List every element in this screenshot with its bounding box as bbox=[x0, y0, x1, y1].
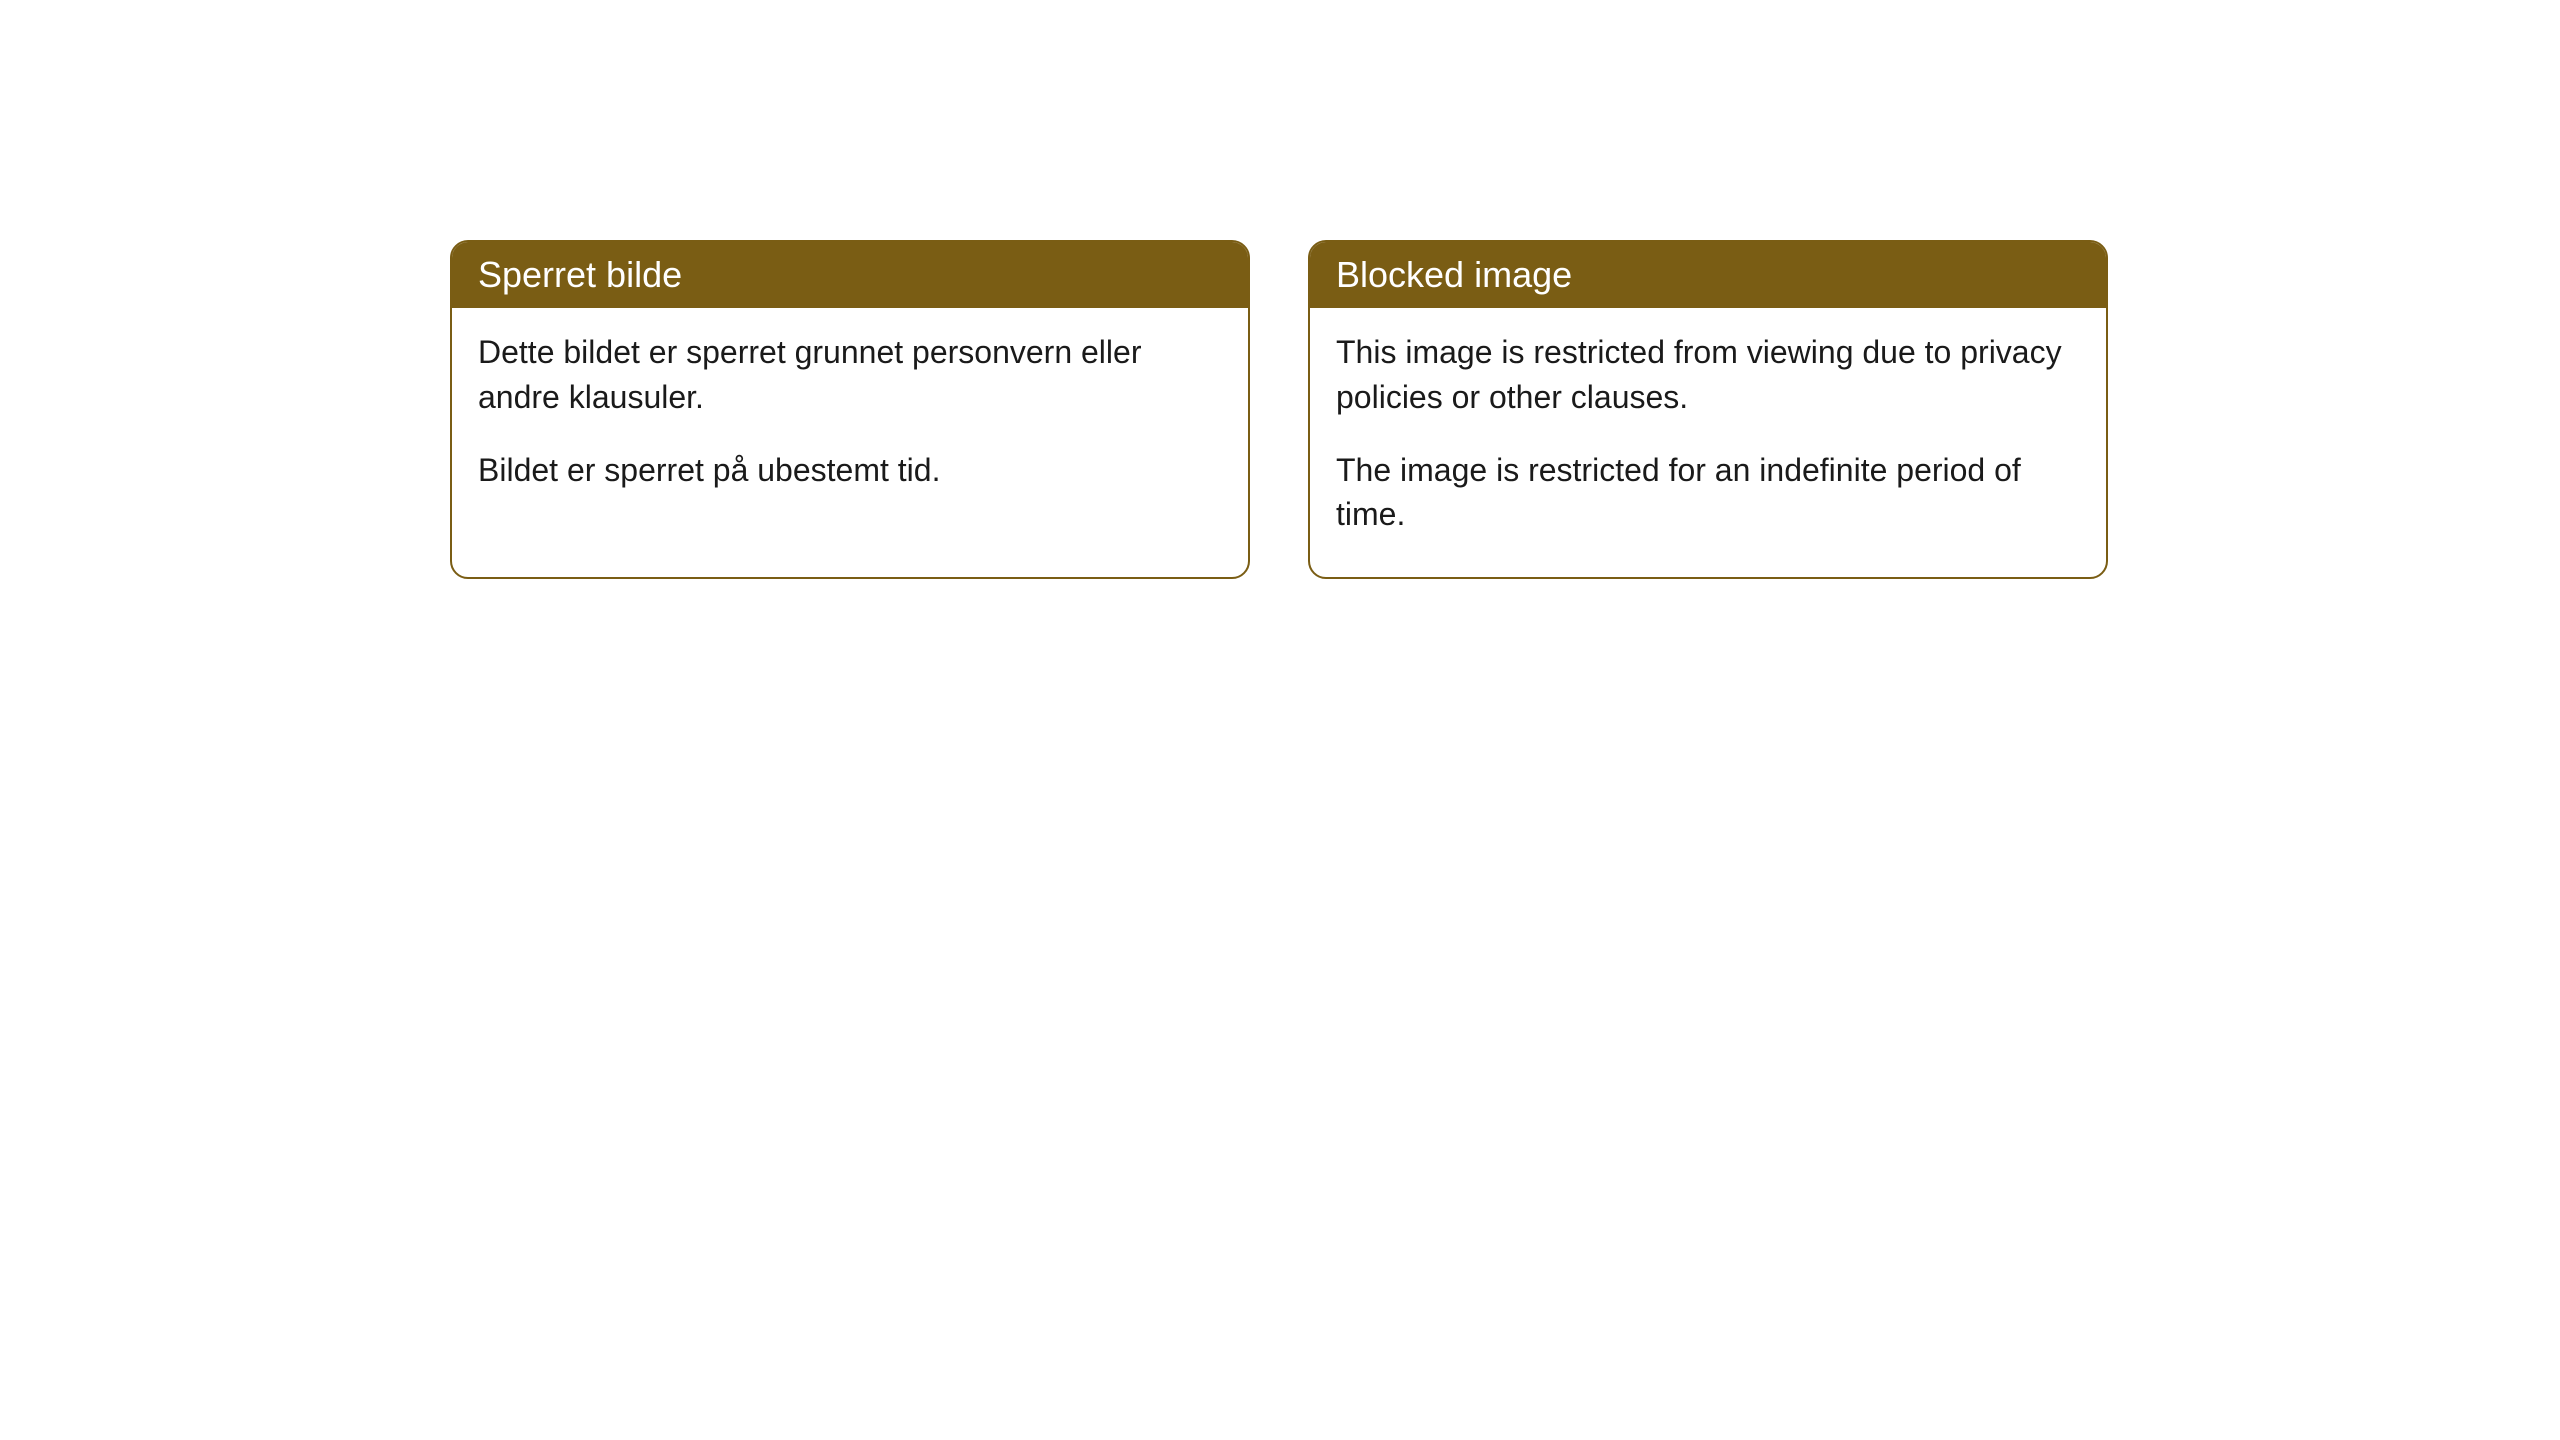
notice-cards-container: Sperret bilde Dette bildet er sperret gr… bbox=[450, 240, 2560, 579]
card-text-english-p1: This image is restricted from viewing du… bbox=[1336, 330, 2080, 420]
card-body-norwegian: Dette bildet er sperret grunnet personve… bbox=[452, 308, 1248, 532]
card-text-english-p2: The image is restricted for an indefinit… bbox=[1336, 448, 2080, 538]
card-header-norwegian: Sperret bilde bbox=[452, 242, 1248, 308]
notice-card-english: Blocked image This image is restricted f… bbox=[1308, 240, 2108, 579]
card-title-norwegian: Sperret bilde bbox=[478, 254, 682, 295]
card-body-english: This image is restricted from viewing du… bbox=[1310, 308, 2106, 577]
card-text-norwegian-p1: Dette bildet er sperret grunnet personve… bbox=[478, 330, 1222, 420]
notice-card-norwegian: Sperret bilde Dette bildet er sperret gr… bbox=[450, 240, 1250, 579]
card-title-english: Blocked image bbox=[1336, 254, 1572, 295]
card-header-english: Blocked image bbox=[1310, 242, 2106, 308]
card-text-norwegian-p2: Bildet er sperret på ubestemt tid. bbox=[478, 448, 1222, 493]
